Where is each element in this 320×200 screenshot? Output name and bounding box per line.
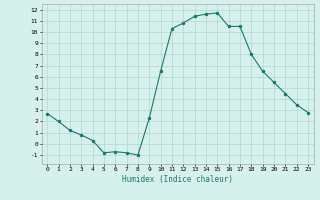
X-axis label: Humidex (Indice chaleur): Humidex (Indice chaleur) xyxy=(122,175,233,184)
